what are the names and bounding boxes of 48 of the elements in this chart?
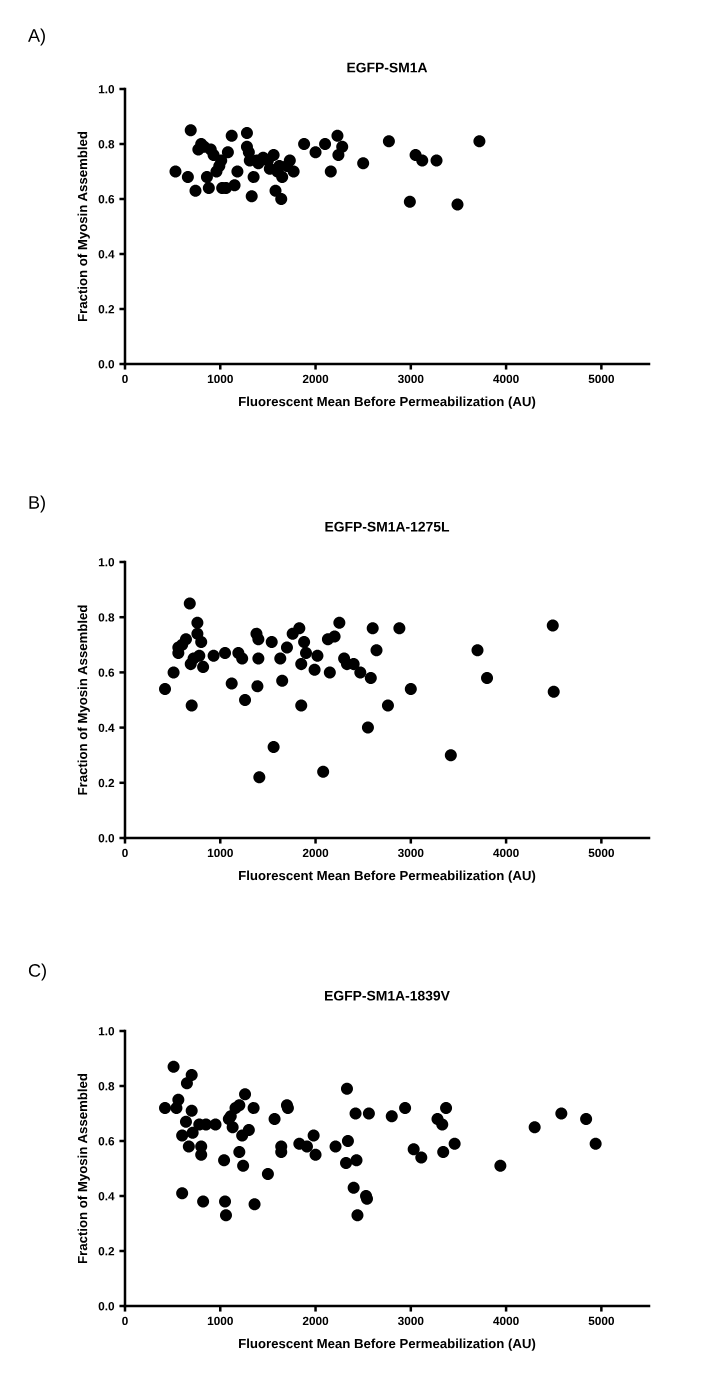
y-tick-label: 0.0 bbox=[98, 834, 115, 843]
y-tick-label: 0.8 bbox=[98, 613, 115, 622]
x-tick-label: 0 bbox=[122, 374, 128, 384]
chart-title: EGFP-SM1A-1275L bbox=[325, 521, 450, 532]
x-tick-label: 2000 bbox=[302, 848, 329, 858]
x-axis-title: Fluorescent Mean Before Permeabilization (AU) bbox=[239, 1338, 536, 1351]
x-tick-label: 3000 bbox=[397, 1316, 424, 1326]
y-tick-label: 0.4 bbox=[98, 1192, 115, 1201]
x-tick-label: 0 bbox=[122, 848, 128, 858]
y-axis-title: Fraction of Myosin Assembled bbox=[77, 1073, 90, 1264]
y-tick-label: 0.4 bbox=[98, 250, 115, 259]
y-tick-label: 0.8 bbox=[98, 140, 115, 149]
x-tick-label: 5000 bbox=[588, 848, 615, 858]
y-tick-label: 0.6 bbox=[98, 1137, 115, 1146]
x-tick-label: 4000 bbox=[493, 848, 519, 858]
y-tick-label: 0.6 bbox=[98, 668, 115, 677]
x-tick-label: 5000 bbox=[588, 374, 615, 384]
y-tick-label: 0.8 bbox=[98, 1082, 115, 1091]
y-tick-label: 0.6 bbox=[98, 195, 115, 204]
x-tick-label: 4000 bbox=[493, 374, 519, 384]
y-tick-label: 1.0 bbox=[98, 85, 115, 94]
x-tick-label: 5000 bbox=[588, 1316, 615, 1326]
x-tick-label: 1000 bbox=[207, 1316, 233, 1326]
y-tick-label: 0.4 bbox=[98, 723, 115, 732]
y-tick-label: 0.0 bbox=[98, 1302, 115, 1311]
y-tick-label: 1.0 bbox=[98, 558, 115, 567]
chart-title: EGFP-SM1A-1839V bbox=[325, 990, 450, 1001]
x-tick-label: 2000 bbox=[302, 374, 329, 384]
x-axis-title: Fluorescent Mean Before Permeabilization (AU) bbox=[239, 870, 536, 883]
text: B) bbox=[29, 495, 45, 513]
x-tick-label: 3000 bbox=[397, 374, 424, 384]
x-tick-label: 2000 bbox=[302, 1316, 329, 1326]
x-tick-label: 1000 bbox=[207, 374, 233, 384]
x-axis-title: Fluorescent Mean Before Permeabilization (AU) bbox=[239, 396, 536, 409]
x-tick-label: 1000 bbox=[207, 848, 233, 858]
y-tick-label: 0.0 bbox=[98, 360, 115, 369]
x-tick-label: 4000 bbox=[493, 1316, 519, 1326]
y-tick-label: 0.2 bbox=[98, 1247, 115, 1256]
text: C) bbox=[28, 963, 46, 981]
y-tick-label: 1.0 bbox=[98, 1027, 115, 1036]
x-tick-label: 3000 bbox=[397, 848, 424, 858]
text: A) bbox=[28, 28, 45, 46]
chart-title: EGFP-SM1A bbox=[347, 62, 428, 73]
y-axis-title: Fraction of Myosin Assembled bbox=[77, 131, 90, 322]
y-tick-label: 0.2 bbox=[98, 305, 115, 314]
y-axis-title: Fraction of Myosin Assembled bbox=[77, 605, 90, 795]
x-tick-label: 0 bbox=[122, 1316, 128, 1326]
y-tick-label: 0.2 bbox=[98, 778, 115, 788]
